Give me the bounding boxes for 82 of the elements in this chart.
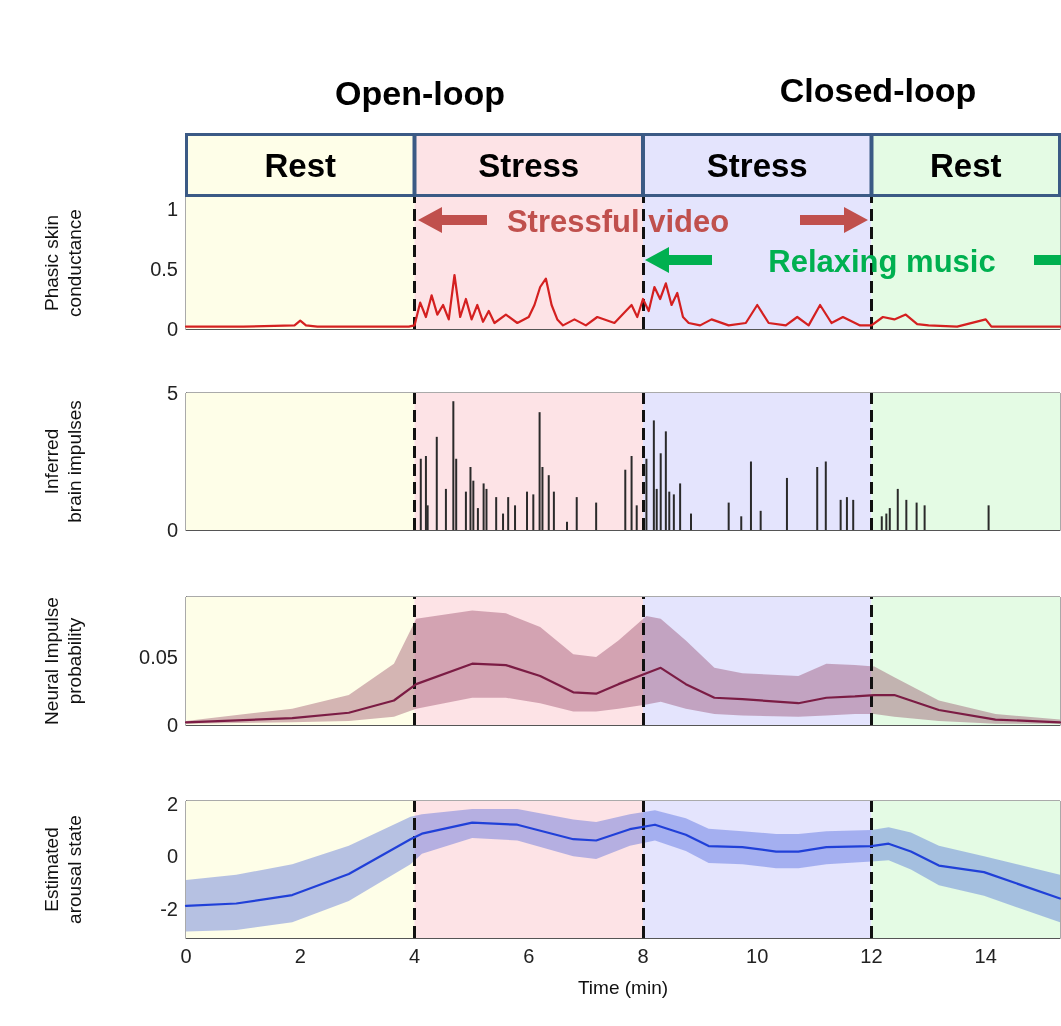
- bar: [672, 494, 675, 530]
- bar: [852, 499, 855, 530]
- x-tick-label: 10: [746, 945, 769, 967]
- y-tick-label: 0.05: [139, 645, 178, 668]
- y-tick-label: 1: [166, 198, 178, 220]
- bar: [424, 456, 427, 530]
- y-tick-label: 2: [166, 792, 178, 815]
- annotation: Stressful video: [506, 204, 730, 240]
- bar: [740, 516, 743, 530]
- bar: [839, 499, 842, 530]
- bar: [595, 502, 598, 530]
- bar: [566, 521, 569, 530]
- bar: [635, 505, 638, 530]
- bar: [659, 453, 662, 530]
- x-tick-label: 4: [408, 945, 421, 967]
- bar: [749, 461, 752, 530]
- annotation: Relaxing music: [768, 244, 996, 280]
- bar: [547, 475, 550, 530]
- bar: [526, 491, 529, 530]
- x-tick-label: 6: [523, 945, 535, 967]
- bar: [469, 466, 472, 530]
- bar: [759, 510, 762, 530]
- bar: [785, 477, 788, 530]
- bar: [575, 497, 578, 530]
- bar: [495, 497, 498, 530]
- bar: [507, 497, 510, 530]
- text: Closed-loop: [779, 70, 977, 110]
- bar: [502, 513, 505, 530]
- bar: [880, 516, 883, 530]
- y-tick-label: 0.5: [150, 258, 178, 280]
- bar: [645, 458, 648, 530]
- y-tick-label: 0: [166, 714, 178, 736]
- y-axis-title: Phasic skin conductance: [41, 209, 85, 317]
- text: Open-loop: [335, 73, 505, 113]
- x-tick-label: 14: [974, 945, 997, 967]
- bar: [444, 488, 447, 530]
- x-tick-label: 2: [294, 945, 306, 967]
- bar: [538, 412, 541, 530]
- bar: [885, 513, 888, 530]
- band-label: Rest: [929, 146, 1002, 184]
- bar: [514, 505, 517, 530]
- y-tick-label: 0: [166, 845, 178, 868]
- bar: [987, 505, 990, 530]
- y-tick-label: 5: [166, 382, 178, 404]
- y-axis-title: Estimated arousal state: [41, 815, 85, 924]
- bar: [532, 494, 535, 530]
- line-series: [184, 662, 1061, 724]
- bar: [630, 456, 633, 530]
- x-tick-label: 8: [637, 945, 649, 967]
- bar: [845, 497, 848, 530]
- y-tick-label: 0: [166, 519, 178, 541]
- x-tick-label: 0: [180, 945, 192, 967]
- bar: [816, 466, 819, 530]
- bar: [689, 513, 692, 530]
- bar: [905, 499, 908, 530]
- y-tick-label: 0: [166, 318, 178, 340]
- bar: [664, 431, 667, 530]
- bar: [464, 491, 467, 530]
- bar: [679, 483, 682, 530]
- y-axis-title: Neural Impulse probability: [41, 597, 85, 725]
- band-label: Stress: [478, 146, 580, 184]
- bar: [419, 458, 422, 530]
- bar: [824, 461, 827, 530]
- bar: [727, 502, 730, 530]
- bar: [482, 483, 485, 530]
- bar: [435, 436, 438, 530]
- bar: [896, 488, 899, 530]
- y-tick-label: -2: [160, 898, 178, 921]
- band-label: Stress: [706, 146, 808, 184]
- x-axis-title: Time (min): [577, 977, 669, 998]
- x-tick-label: 12: [860, 945, 883, 967]
- bar: [476, 508, 479, 530]
- bar: [652, 420, 655, 530]
- band-label: Rest: [264, 146, 337, 184]
- bar: [915, 502, 918, 530]
- bar: [452, 401, 455, 530]
- bar: [552, 491, 555, 530]
- y-axis-title: Inferred brain impulses: [41, 400, 85, 523]
- line-series: [184, 821, 1061, 907]
- bar: [624, 469, 627, 530]
- bar: [923, 505, 926, 530]
- bar: [888, 508, 891, 530]
